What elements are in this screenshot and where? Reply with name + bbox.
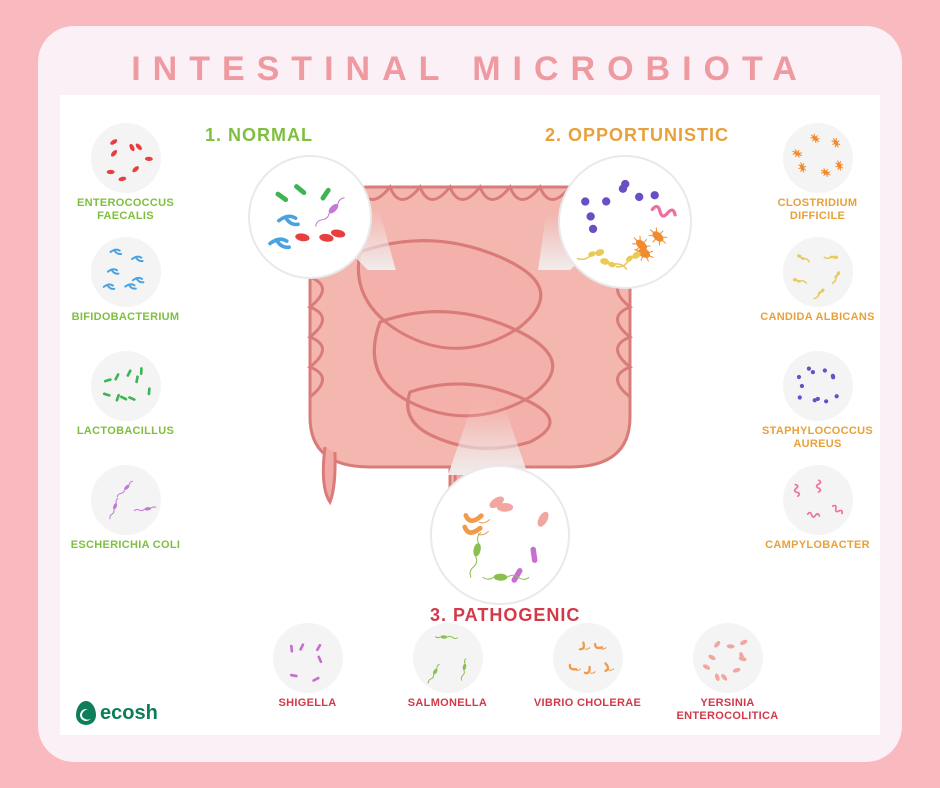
infographic-card: INTESTINAL MICROBIOTA: [38, 26, 902, 762]
category-opportunistic-label: 2. OPPORTUNISTIC: [545, 125, 729, 146]
ecoli-icon: [91, 465, 161, 535]
ecoli-label: ESCHERICHIA COLI: [68, 539, 183, 552]
bacteria-cdiff: CLOSTRIDIUM DIFFICILE: [760, 123, 875, 222]
page-title: INTESTINAL MICROBIOTA: [60, 50, 880, 89]
shigella-icon: [273, 623, 343, 693]
bifidobacterium-icon: [91, 237, 161, 307]
bacteria-lactobacillus: LACTOBACILLUS: [68, 351, 183, 438]
cdiff-label: CLOSTRIDIUM DIFFICILE: [760, 197, 875, 222]
logo-icon: [76, 701, 96, 725]
bacteria-enterococcus: ENTEROCOCCUS FAECALIS: [68, 123, 183, 222]
callout-pathogenic: [430, 465, 570, 605]
category-normal-label: 1. NORMAL: [205, 125, 313, 146]
bacteria-shigella: SHIGELLA: [250, 623, 365, 710]
yersinia-icon: [693, 623, 763, 693]
campylo-label: CAMPYLOBACTER: [760, 539, 875, 552]
vibrio-icon: [553, 623, 623, 693]
bacteria-campylo: CAMPYLOBACTER: [760, 465, 875, 552]
bifidobacterium-label: BIFIDOBACTERIUM: [68, 311, 183, 324]
bacteria-candida: CANDIDA ALBICANS: [760, 237, 875, 324]
cdiff-icon: [783, 123, 853, 193]
yersinia-label: YERSINIA ENTEROCOLITICA: [670, 697, 785, 722]
candida-label: CANDIDA ALBICANS: [760, 311, 875, 324]
staph-icon: [783, 351, 853, 421]
shigella-label: SHIGELLA: [250, 697, 365, 710]
callout-opportunistic: [558, 155, 692, 289]
logo-text: ecosh: [100, 702, 158, 725]
vibrio-label: VIBRIO CHOLERAE: [530, 697, 645, 710]
brand-logo: ecosh: [76, 701, 158, 725]
bacteria-staph: STAPHYLOCOCCUS AUREUS: [760, 351, 875, 450]
callout-normal: [248, 155, 372, 279]
enterococcus-icon: [91, 123, 161, 193]
lactobacillus-icon: [91, 351, 161, 421]
bacteria-yersinia: YERSINIA ENTEROCOLITICA: [670, 623, 785, 722]
candida-icon: [783, 237, 853, 307]
diagram-stage: 1. NORMAL 2. OPPORTUNISTIC 3. PATHOGENIC…: [60, 95, 880, 735]
campylo-icon: [783, 465, 853, 535]
bacteria-bifidobacterium: BIFIDOBACTERIUM: [68, 237, 183, 324]
bacteria-vibrio: VIBRIO CHOLERAE: [530, 623, 645, 710]
bacteria-salmonella: SALMONELLA: [390, 623, 505, 710]
salmonella-label: SALMONELLA: [390, 697, 505, 710]
lactobacillus-label: LACTOBACILLUS: [68, 425, 183, 438]
enterococcus-label: ENTEROCOCCUS FAECALIS: [68, 197, 183, 222]
salmonella-icon: [413, 623, 483, 693]
bacteria-ecoli: ESCHERICHIA COLI: [68, 465, 183, 552]
staph-label: STAPHYLOCOCCUS AUREUS: [760, 425, 875, 450]
